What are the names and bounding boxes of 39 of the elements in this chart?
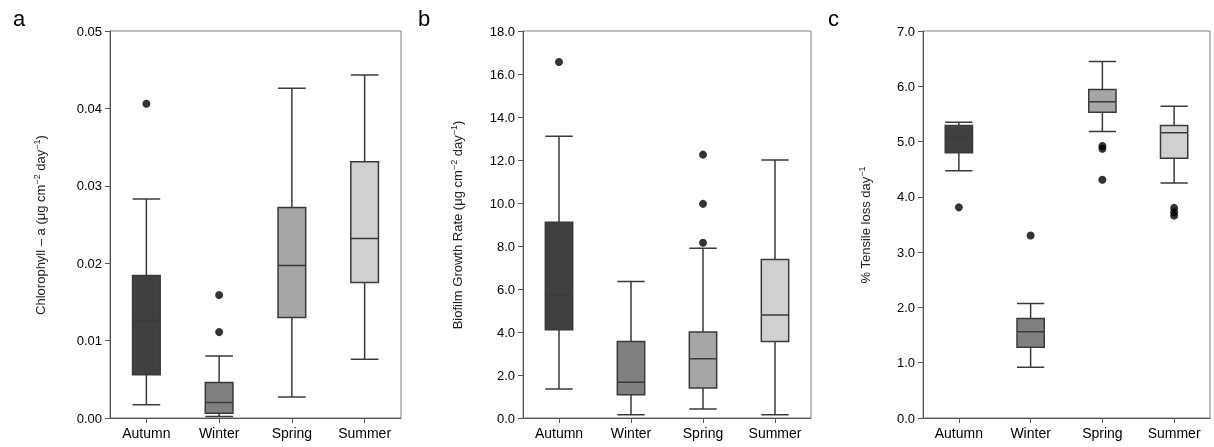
x-tick-label: Summer: [338, 425, 392, 441]
y-tick-label: 4.0: [496, 324, 515, 340]
x-tick-label: Autumn: [534, 425, 584, 441]
x-tick-label: Winter: [198, 425, 240, 441]
y-tick-label: 0.01: [76, 333, 102, 349]
y-tick-label: 0.02: [76, 255, 102, 271]
y-tick-label: 3.0: [896, 244, 915, 260]
y-tick-label: 7.0: [896, 23, 915, 39]
y-tick-label: 2.0: [896, 299, 915, 315]
y-tick-label: 6.0: [896, 78, 915, 94]
y-tick-label: 6.0: [496, 281, 515, 297]
y-tick-label: 18.0: [489, 23, 515, 39]
chart-title: c: [828, 5, 839, 31]
x-tick-label: Winter: [1010, 425, 1052, 441]
y-tick-label: 2.0: [496, 367, 515, 383]
y-tick-label: 0.03: [76, 178, 102, 194]
y-tick-label: 8.0: [496, 238, 515, 254]
y-tick-label: 12.0: [489, 152, 515, 168]
y-tick-label: 0.05: [76, 23, 102, 39]
x-tick-label: Spring: [1082, 425, 1123, 441]
y-tick-label: 10.0: [489, 195, 515, 211]
x-tick-label: Spring: [682, 425, 724, 441]
y-tick-label: 4.0: [896, 189, 915, 205]
y-tick-label: 0.0: [496, 410, 515, 426]
x-tick-label: Autumn: [934, 425, 983, 441]
y-tick-label: 14.0: [489, 109, 515, 125]
x-tick-label: Summer: [1147, 425, 1201, 441]
x-tick-label: Autumn: [122, 425, 171, 441]
x-tick-label: Spring: [271, 425, 313, 441]
y-tick-label: 0.00: [76, 410, 102, 426]
y-tick-label: 1.0: [896, 355, 915, 371]
y-tick-label: 16.0: [489, 66, 515, 82]
chart-title: a: [13, 5, 26, 31]
x-tick-label: Winter: [610, 425, 652, 441]
chart-title: b: [418, 5, 431, 31]
x-tick-label: Summer: [748, 425, 802, 441]
y-tick-label: 5.0: [896, 134, 915, 150]
y-tick-label: 0.0: [896, 410, 915, 426]
y-tick-label: 0.04: [76, 100, 102, 116]
